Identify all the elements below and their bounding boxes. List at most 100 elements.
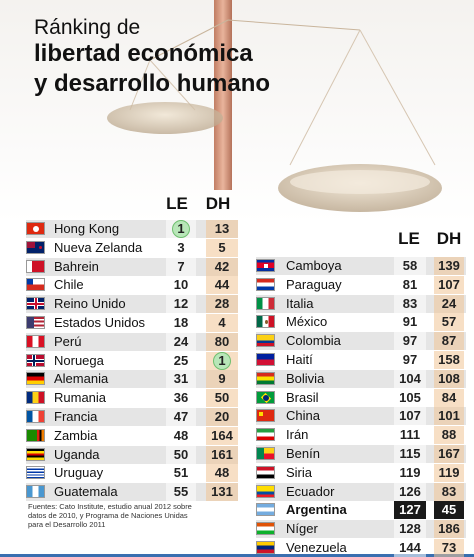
usa-flag-icon — [26, 316, 45, 329]
le-rank: 81 — [394, 275, 426, 294]
le-rank-value: 115 — [399, 446, 421, 461]
le-rank: 91 — [394, 313, 426, 332]
le-rank: 105 — [394, 388, 426, 407]
country-name: Brasil — [286, 389, 319, 405]
le-rank: 51 — [166, 464, 196, 483]
dh-rank-value: 73 — [441, 540, 457, 555]
dh-rank-value: 119 — [438, 464, 460, 480]
dh-rank: 5 — [206, 238, 238, 257]
dh-rank-value: 164 — [211, 427, 233, 443]
dh-rank-value: 101 — [438, 408, 460, 424]
le-rank-value: 51 — [173, 465, 189, 481]
le-rank-value: 3 — [177, 239, 185, 255]
title-line-2: libertad económica — [34, 40, 253, 67]
le-rank-value: 126 — [399, 483, 421, 499]
dh-rank: 107 — [434, 275, 464, 294]
table-row: Italia 83 24 — [256, 294, 466, 313]
table-row: Chile 10 44 — [26, 276, 238, 295]
le-rank-value: 91 — [402, 314, 418, 330]
le-rank-value: 1 — [177, 221, 185, 236]
dh-rank-value: 1 — [218, 352, 226, 368]
dh-rank: 28 — [206, 295, 238, 314]
table-row: Estados Unidos 18 4 — [26, 314, 238, 332]
mexico-flag-icon — [256, 315, 275, 329]
highlight-circle-icon — [172, 220, 190, 238]
country-name: China — [286, 408, 320, 424]
right-header-dh: DH — [436, 229, 462, 248]
le-rank-value: 81 — [402, 276, 418, 292]
le-rank-value: 97 — [402, 352, 418, 367]
colombia-flag-icon — [256, 334, 275, 348]
dh-rank: 108 — [434, 369, 464, 388]
le-rank-value: 36 — [173, 390, 189, 406]
table-row: Haití 97 158 — [256, 351, 466, 369]
country-name: Rumania — [54, 390, 107, 406]
le-rank-value: 24 — [173, 333, 189, 349]
dh-rank: 87 — [434, 332, 464, 351]
dh-rank: 44 — [206, 276, 238, 295]
dh-rank: 186 — [434, 520, 464, 539]
country-name: Camboya — [286, 258, 342, 273]
left-header-dh: DH — [205, 194, 231, 213]
chile-flag-icon — [26, 278, 45, 292]
bottom-bar — [0, 554, 474, 557]
le-rank-value: 7 — [177, 258, 185, 274]
dh-rank-value: 167 — [438, 446, 460, 461]
country-name: Estados Unidos — [54, 315, 146, 330]
highlight-circle-icon — [213, 351, 231, 370]
table-row: Brasil 105 84 — [256, 388, 466, 407]
left-header-le: LE — [166, 194, 188, 213]
zambia-flag-icon — [26, 428, 45, 442]
country-name: Bahrein — [54, 258, 99, 274]
table-row: Zambia 48 164 — [26, 426, 238, 445]
table-row: Alemania 31 9 — [26, 370, 238, 389]
country-name: Zambia — [54, 427, 98, 443]
dh-rank: 42 — [206, 257, 238, 276]
country-name: Italia — [286, 295, 314, 311]
dh-rank: 50 — [206, 389, 238, 408]
le-rank-value: 47 — [173, 409, 189, 424]
le-rank: 7 — [166, 257, 196, 276]
table-row: Níger 128 186 — [256, 520, 466, 539]
table-row: Paraguay 81 107 — [256, 275, 466, 294]
uganda-flag-icon — [26, 447, 45, 461]
peru-flag-icon — [26, 334, 45, 348]
dh-rank: 139 — [434, 257, 464, 275]
country-name: Guatemala — [54, 484, 118, 500]
le-rank: 83 — [394, 294, 426, 313]
le-rank: 126 — [394, 482, 426, 501]
table-row: Bahrein 7 42 — [26, 257, 238, 276]
dh-rank: 13 — [206, 220, 238, 238]
table-row: Hong Kong 1 13 — [26, 220, 238, 238]
dh-rank-value: 84 — [441, 389, 457, 405]
le-rank: 18 — [166, 314, 196, 332]
table-row: Noruega 25 1 — [26, 351, 238, 370]
dh-rank-value: 42 — [214, 258, 230, 274]
le-rank-value: 105 — [399, 389, 421, 405]
le-rank-value: 111 — [399, 427, 421, 443]
le-rank: 58 — [394, 257, 426, 275]
dh-rank-value: 9 — [218, 371, 226, 387]
bolivia-flag-icon — [256, 371, 275, 385]
le-rank: 119 — [394, 463, 426, 482]
dh-rank: 84 — [434, 388, 464, 407]
dh-rank: 119 — [434, 463, 464, 482]
dh-rank-value: 108 — [438, 370, 460, 386]
dh-rank-value: 5 — [218, 239, 226, 255]
country-name: Hong Kong — [54, 221, 120, 236]
country-name: Siria — [286, 464, 313, 480]
dh-rank-value: 48 — [214, 465, 230, 481]
source-notes: Fuentes: Cato Institute, estudio anual 2… — [28, 502, 192, 529]
le-rank-value: 127 — [399, 502, 421, 518]
brazil-flag-icon — [256, 390, 275, 404]
table-row: Argentina 127 45 — [256, 501, 466, 520]
country-name: Chile — [54, 277, 84, 293]
le-rank-value: 107 — [399, 408, 421, 424]
benin-flag-icon — [256, 447, 275, 460]
dh-rank: 88 — [434, 426, 464, 445]
country-name: Noruega — [54, 352, 104, 368]
le-rank: 97 — [394, 332, 426, 351]
table-row: Uruguay 51 48 — [26, 464, 238, 483]
dh-rank-value: 131 — [211, 484, 233, 500]
dh-rank: 20 — [206, 408, 238, 426]
